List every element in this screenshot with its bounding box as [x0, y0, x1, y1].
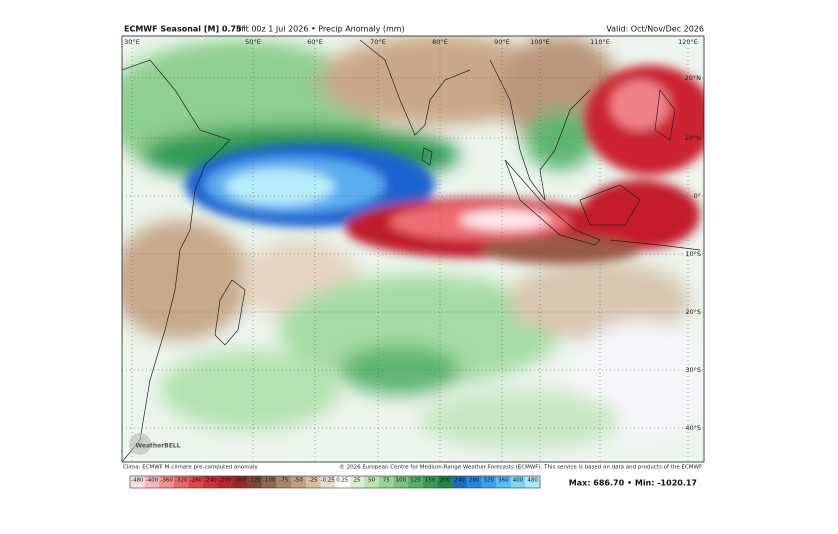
lat-labels: 20°N 10°N 0° 10°S 20°S 30°S 40°S [122, 74, 704, 432]
map [122, 36, 704, 462]
lon-label: 120°E [678, 38, 698, 46]
colorbar-label: 280 [469, 478, 480, 484]
colorbar-label: -100 [263, 478, 276, 484]
colorbar-swatch [305, 476, 321, 488]
colorbar-frame [129, 475, 541, 489]
colorbar-label: -280 [190, 478, 203, 484]
logo-icon [129, 433, 151, 455]
colorbar-swatch [159, 476, 175, 488]
subtitle: Init 00z 1 Jul 2026 • Precip Anomaly (mm… [236, 25, 405, 34]
colorbar-swatch [261, 476, 277, 488]
colorbar-swatch [408, 476, 424, 488]
colorbar-label: -25 [309, 478, 318, 484]
colorbar-label: 50 [368, 478, 375, 484]
title: ECMWF Seasonal [M] 0.75° [124, 25, 246, 34]
colorbar-swatch [188, 476, 204, 488]
colorbar-swatch [466, 476, 482, 488]
max-min: Max: 686.70 • Min: -1020.17 [569, 479, 697, 488]
lon-labels: 30°E 50°E 60°E 70°E 80°E 90°E 100°E 110°E 120°E [124, 36, 698, 462]
colorbar-label: -0.25 [321, 478, 336, 484]
lat-label: 20°N [685, 74, 702, 82]
lat-label: 10°N [685, 134, 702, 142]
footer-clima: Clima: ECMWF M-climate pre-computed anom… [123, 465, 258, 471]
colorbar-label: -160 [234, 478, 247, 484]
map-frame [121, 35, 705, 463]
colorbar-label: 25 [353, 478, 360, 484]
colorbar-label: 0.25 [336, 478, 349, 484]
colorbar-label: 240 [454, 478, 465, 484]
colorbar-swatch [320, 476, 336, 488]
colorbar-swatch [144, 476, 160, 488]
lat-label: 40°S [685, 424, 701, 432]
colorbar-swatch [437, 476, 453, 488]
colorbar-label: -400 [146, 478, 159, 484]
colorbar-swatch [452, 476, 468, 488]
colorbar-label: 320 [484, 478, 495, 484]
colorbar-label: -50 [294, 478, 303, 484]
colorbar: -480 -400 -360 -320 -280 -240 -200 -160 -125 -100… [129, 475, 541, 489]
lat-label: 30°S [685, 366, 701, 374]
colorbar-label: 100 [396, 478, 407, 484]
colorbar-label: -360 [160, 478, 173, 484]
lat-label: 20°S [685, 308, 701, 316]
colorbar-swatch [232, 476, 248, 488]
colorbar-label: 200 [440, 478, 451, 484]
colorbar-swatch [378, 476, 394, 488]
lon-label: 70°E [370, 38, 386, 46]
colorbar-label: -240 [204, 478, 217, 484]
lon-label: 110°E [590, 38, 610, 46]
colorbar-label: 150 [425, 478, 436, 484]
colorbar-swatch [364, 476, 380, 488]
colorbar-swatch [247, 476, 263, 488]
colorbar-label: 75 [383, 478, 390, 484]
lon-label: 50°E [245, 38, 261, 46]
colorbar-label: -200 [219, 478, 232, 484]
colorbar-label: -75 [279, 478, 288, 484]
colorbar-label: -320 [175, 478, 188, 484]
colorbar-swatch [203, 476, 219, 488]
colorbar-label: -125 [248, 478, 261, 484]
colorbar-swatch [217, 476, 233, 488]
lat-label: 10°S [685, 250, 701, 258]
colorbar-swatch [130, 476, 145, 488]
colorbar-swatch [349, 476, 365, 488]
colorbar-label: 480 [527, 478, 538, 484]
lon-label: 30°E [124, 38, 140, 46]
colorbar-swatch [510, 476, 526, 488]
colorbar-swatch [525, 476, 541, 488]
lon-label: 100°E [530, 38, 550, 46]
lat-label: 0° [694, 192, 701, 200]
colorbar-label: 125 [410, 478, 421, 484]
colorbar-label: 400 [513, 478, 524, 484]
colorbar-label: -480 [131, 478, 144, 484]
lon-label: 80°E [432, 38, 448, 46]
lon-label: 60°E [307, 38, 323, 46]
colorbar-label: 360 [498, 478, 509, 484]
colorbar-swatch [173, 476, 189, 488]
colorbar-swatch [422, 476, 438, 488]
colorbar-swatch [481, 476, 497, 488]
lon-label: 90°E [494, 38, 510, 46]
logo: WeatherBELL [135, 443, 180, 450]
colorbar-swatch [276, 476, 292, 488]
colorbar-swatch [496, 476, 512, 488]
valid: Valid: Oct/Nov/Dec 2026 [606, 25, 704, 34]
footer-copyright: © 2026 European Centre for Medium-Range … [339, 464, 703, 471]
colorbar-swatch [291, 476, 307, 488]
colorbar-swatch [393, 476, 409, 488]
colorbar-swatch [335, 476, 350, 488]
